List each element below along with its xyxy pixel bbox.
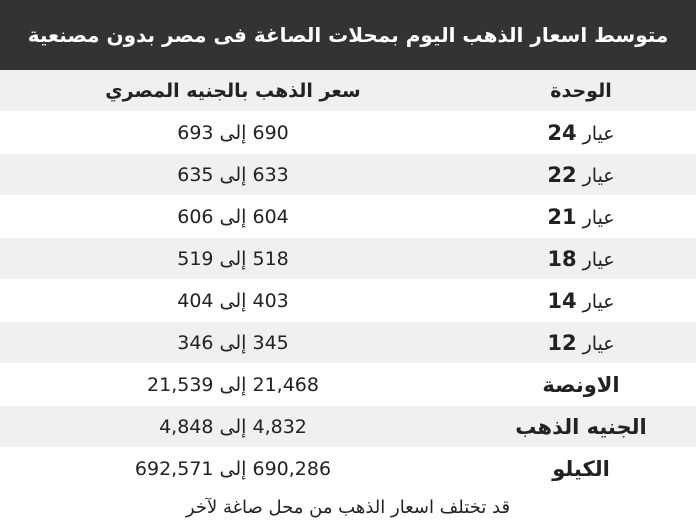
unit-label: عيار: [582, 248, 615, 271]
price-cell: 690 إلى 693: [0, 111, 466, 154]
price-cell: 21,468 إلى 21,539: [0, 363, 466, 406]
karat-value: 24: [547, 120, 577, 145]
unit-cell: الجنيه الذهب: [466, 405, 696, 448]
unit-label: عيار: [582, 332, 615, 355]
column-header-price: سعر الذهب بالجنيه المصري: [0, 70, 466, 112]
unit-label: عيار: [582, 290, 615, 313]
karat-value: 18: [547, 246, 577, 271]
column-header-unit: الوحدة: [466, 70, 696, 112]
table-row: عيار 18 518 إلى 519: [0, 237, 696, 280]
table-row: عيار 21 604 إلى 606: [0, 195, 696, 238]
page-title: متوسط اسعار الذهب اليوم بمحلات الصاغة فى…: [0, 0, 696, 70]
table-row: عيار 24 690 إلى 693: [0, 111, 696, 154]
price-cell: 403 إلى 404: [0, 279, 466, 322]
gold-price-table: الوحدة سعر الذهب بالجنيه المصري عيار 24 …: [0, 70, 696, 490]
footer-note: قد تختلف اسعار الذهب من محل صاغة لآخر: [0, 490, 696, 524]
unit-label: عيار: [582, 164, 615, 187]
table-row: الكيلو 690,286 إلى 692,571: [0, 447, 696, 490]
unit-label: عيار: [582, 122, 615, 145]
unit-cell: عيار 21: [466, 195, 696, 238]
table-row: عيار 22 633 إلى 635: [0, 153, 696, 196]
price-cell: 4,832 إلى 4,848: [0, 405, 466, 448]
unit-label: عيار: [582, 206, 615, 229]
unit-cell: الاونصة: [466, 363, 696, 406]
table-row: عيار 14 403 إلى 404: [0, 279, 696, 322]
karat-value: 12: [547, 330, 577, 355]
karat-value: 21: [547, 204, 577, 229]
table-header-row: الوحدة سعر الذهب بالجنيه المصري: [0, 70, 696, 112]
unit-cell: عيار 14: [466, 279, 696, 322]
price-cell: 604 إلى 606: [0, 195, 466, 238]
table-row: الاونصة 21,468 إلى 21,539: [0, 363, 696, 406]
unit-cell: عيار 18: [466, 237, 696, 280]
price-cell: 690,286 إلى 692,571: [0, 447, 466, 490]
table-row: عيار 12 345 إلى 346: [0, 321, 696, 364]
unit-cell: عيار 24: [466, 111, 696, 154]
unit-cell: الكيلو: [466, 447, 696, 490]
footer-note-text: قد تختلف اسعار الذهب من محل صاغة لآخر: [185, 496, 511, 518]
karat-value: 22: [547, 162, 577, 187]
unit-cell: عيار 12: [466, 321, 696, 364]
table-row: الجنيه الذهب 4,832 إلى 4,848: [0, 405, 696, 448]
karat-value: 14: [547, 288, 577, 313]
page-title-text: متوسط اسعار الذهب اليوم بمحلات الصاغة فى…: [27, 23, 669, 47]
price-cell: 518 إلى 519: [0, 237, 466, 280]
unit-cell: عيار 22: [466, 153, 696, 196]
price-cell: 633 إلى 635: [0, 153, 466, 196]
price-cell: 345 إلى 346: [0, 321, 466, 364]
